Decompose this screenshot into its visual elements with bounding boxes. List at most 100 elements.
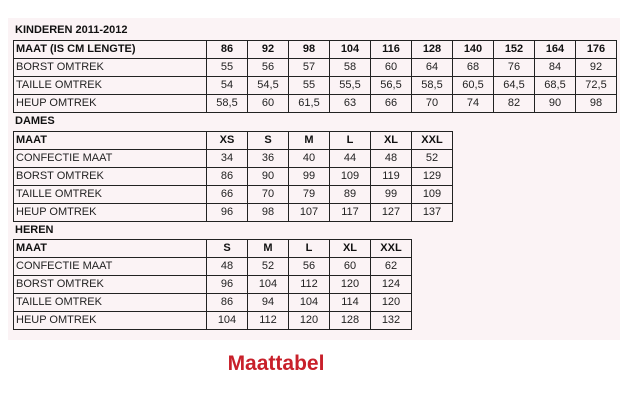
table-cell: 58 [329, 58, 371, 77]
table-cell: 56,5 [370, 76, 412, 95]
table-cell: 128 [329, 311, 371, 330]
table-dames: MAAT XS S M L XL XXL CONFECTIE MAAT 34 36 40 44 48 52… [13, 131, 453, 222]
table-cell: 48 [206, 257, 248, 276]
caption-title: Maattabel [227, 352, 325, 375]
section-title-heren: HEREN [15, 224, 54, 236]
table-cell: 66 [206, 185, 248, 204]
table-cell: 61,5 [288, 94, 330, 113]
table-cell: 94 [247, 293, 289, 312]
table-row: BORST OMTREK 96 104 112 120 124 [13, 275, 412, 294]
table-cell: 112 [288, 275, 330, 294]
table-cell: L [288, 239, 330, 258]
table-cell: 79 [288, 185, 330, 204]
table-cell: S [206, 239, 248, 258]
table-cell: M [247, 239, 289, 258]
table-cell: XS [206, 131, 248, 150]
row-label: BORST OMTREK [13, 275, 207, 294]
table-cell: 176 [575, 40, 617, 59]
table-cell: 55,5 [329, 76, 371, 95]
row-label: BORST OMTREK [13, 58, 207, 77]
table-cell: 68,5 [534, 76, 576, 95]
table-row: CONFECTIE MAAT 34 36 40 44 48 52 [13, 149, 453, 168]
table-cell: XXL [370, 239, 412, 258]
section-title-kinderen: KINDEREN 2011-2012 [15, 24, 128, 36]
table-cell: 98 [575, 94, 617, 113]
table-cell: 89 [329, 185, 371, 204]
table-cell: 96 [206, 275, 248, 294]
table-cell: 109 [411, 185, 453, 204]
table-cell: 109 [329, 167, 371, 186]
table-cell: 34 [206, 149, 248, 168]
table-cell: 98 [288, 40, 330, 59]
table-cell: 128 [411, 40, 453, 59]
table-cell: 137 [411, 203, 453, 222]
table-cell: 104 [247, 275, 289, 294]
table-cell: 99 [288, 167, 330, 186]
table-row: BORST OMTREK 55 56 57 58 60 64 68 76 84 92 [13, 58, 617, 77]
table-cell: 112 [247, 311, 289, 330]
table-cell: 62 [370, 257, 412, 276]
table-cell: 132 [370, 311, 412, 330]
table-cell: 84 [534, 58, 576, 77]
row-label: CONFECTIE MAAT [13, 257, 207, 276]
table-cell: 104 [288, 293, 330, 312]
row-label: HEUP OMTREK [13, 203, 207, 222]
table-row: HEUP OMTREK 104 112 120 128 132 [13, 311, 412, 330]
table-cell: 86 [206, 293, 248, 312]
table-cell: 90 [534, 94, 576, 113]
row-label: MAAT (IS CM LENGTE) [13, 40, 207, 59]
table-cell: 116 [370, 40, 412, 59]
table-cell: 86 [206, 167, 248, 186]
table-cell: 60 [247, 94, 289, 113]
table-cell: 76 [493, 58, 535, 77]
table-cell: 63 [329, 94, 371, 113]
table-heren: MAAT S M L XL XXL CONFECTIE MAAT 48 52 56 60 62 BORS… [13, 239, 412, 330]
table-cell: XXL [411, 131, 453, 150]
table-cell: 66 [370, 94, 412, 113]
row-label: MAAT [13, 131, 207, 150]
table-cell: 90 [247, 167, 289, 186]
table-cell: 58,5 [411, 76, 453, 95]
row-label: TAILLE OMTREK [13, 185, 207, 204]
row-label: TAILLE OMTREK [13, 76, 207, 95]
row-label: HEUP OMTREK [13, 311, 207, 330]
table-row: TAILLE OMTREK 54 54,5 55 55,5 56,5 58,5 60,5 64,… [13, 76, 617, 95]
table-cell: 86 [206, 40, 248, 59]
table-cell: XL [370, 131, 412, 150]
table-cell: XL [329, 239, 371, 258]
table-cell: 92 [247, 40, 289, 59]
table-cell: 104 [329, 40, 371, 59]
table-kinderen: MAAT (IS CM LENGTE) 86 92 98 104 116 128 140 152… [13, 40, 617, 113]
table-cell: 152 [493, 40, 535, 59]
table-cell: 74 [452, 94, 494, 113]
header-row: MAAT S M L XL XXL [13, 239, 412, 258]
table-cell: 104 [206, 311, 248, 330]
row-label: BORST OMTREK [13, 167, 207, 186]
table-cell: 44 [329, 149, 371, 168]
table-cell: 58,5 [206, 94, 248, 113]
table-cell: L [329, 131, 371, 150]
table-cell: 99 [370, 185, 412, 204]
table-cell: 60,5 [452, 76, 494, 95]
table-cell: 54,5 [247, 76, 289, 95]
table-cell: 117 [329, 203, 371, 222]
table-cell: 119 [370, 167, 412, 186]
table-cell: 64 [411, 58, 453, 77]
table-cell: 54 [206, 76, 248, 95]
table-cell: M [288, 131, 330, 150]
table-cell: 56 [247, 58, 289, 77]
table-cell: 96 [206, 203, 248, 222]
table-cell: 164 [534, 40, 576, 59]
table-cell: 52 [411, 149, 453, 168]
table-row: TAILLE OMTREK 66 70 79 89 99 109 [13, 185, 453, 204]
table-cell: 64,5 [493, 76, 535, 95]
table-cell: 140 [452, 40, 494, 59]
table-cell: 40 [288, 149, 330, 168]
table-cell: 82 [493, 94, 535, 113]
table-row: CONFECTIE MAAT 48 52 56 60 62 [13, 257, 412, 276]
table-cell: 107 [288, 203, 330, 222]
table-cell: 127 [370, 203, 412, 222]
table-cell: 52 [247, 257, 289, 276]
row-label: CONFECTIE MAAT [13, 149, 207, 168]
table-cell: 92 [575, 58, 617, 77]
